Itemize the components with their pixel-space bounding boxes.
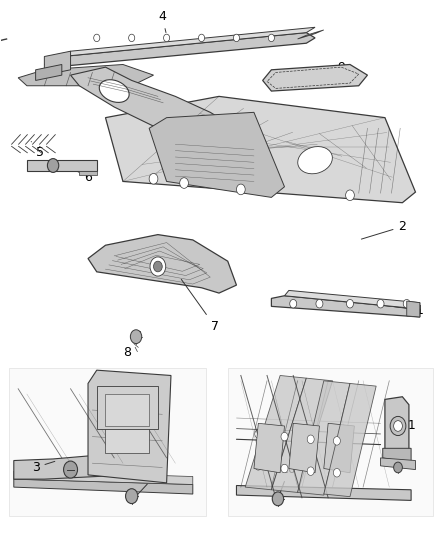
Text: 5: 5 [31, 142, 44, 159]
Ellipse shape [99, 80, 129, 102]
Bar [228, 368, 433, 516]
Text: 11: 11 [394, 418, 417, 432]
Polygon shape [381, 458, 416, 470]
Polygon shape [324, 383, 376, 497]
Polygon shape [285, 290, 420, 309]
Circle shape [153, 261, 162, 272]
Text: 4: 4 [158, 10, 166, 33]
Polygon shape [245, 375, 306, 490]
Polygon shape [27, 160, 97, 171]
Polygon shape [272, 378, 332, 492]
Circle shape [290, 300, 297, 308]
Circle shape [180, 177, 188, 188]
Polygon shape [88, 370, 171, 483]
Text: 10: 10 [279, 463, 297, 496]
Polygon shape [297, 30, 324, 39]
Text: 10: 10 [138, 466, 166, 494]
Circle shape [333, 437, 340, 445]
Bar [106, 394, 149, 426]
Polygon shape [79, 171, 97, 175]
Polygon shape [289, 423, 319, 473]
Circle shape [198, 34, 205, 42]
Polygon shape [254, 423, 285, 473]
Circle shape [255, 462, 262, 470]
Polygon shape [14, 471, 193, 484]
Circle shape [307, 435, 314, 443]
Circle shape [64, 461, 78, 478]
Bar [10, 368, 206, 516]
Polygon shape [44, 33, 315, 67]
Circle shape [149, 173, 158, 184]
Circle shape [346, 300, 353, 308]
Circle shape [94, 34, 100, 42]
Circle shape [131, 330, 142, 344]
Circle shape [237, 184, 245, 195]
Polygon shape [106, 96, 416, 203]
Polygon shape [324, 423, 354, 473]
Circle shape [268, 34, 275, 42]
Polygon shape [297, 381, 350, 495]
Polygon shape [14, 454, 158, 479]
Polygon shape [385, 397, 409, 455]
Circle shape [316, 300, 323, 308]
Text: 7: 7 [181, 279, 219, 333]
Bar [97, 386, 158, 429]
Polygon shape [383, 448, 411, 463]
Polygon shape [62, 27, 315, 56]
Circle shape [307, 467, 314, 475]
Circle shape [47, 159, 59, 172]
Text: 6: 6 [73, 169, 92, 184]
Polygon shape [88, 235, 237, 293]
Polygon shape [407, 301, 420, 317]
Text: 3: 3 [32, 461, 55, 474]
Circle shape [394, 421, 403, 431]
Polygon shape [272, 296, 420, 317]
Circle shape [233, 34, 240, 42]
Bar [106, 421, 149, 453]
Text: 1: 1 [383, 304, 424, 317]
Circle shape [377, 300, 384, 308]
Polygon shape [71, 67, 228, 139]
Polygon shape [149, 112, 285, 197]
Circle shape [150, 257, 166, 276]
Circle shape [394, 462, 403, 473]
Circle shape [281, 464, 288, 473]
Polygon shape [44, 51, 71, 75]
Circle shape [163, 34, 170, 42]
Circle shape [390, 416, 406, 435]
Circle shape [346, 190, 354, 200]
Circle shape [272, 492, 284, 506]
Circle shape [126, 489, 138, 504]
Text: 2: 2 [361, 220, 406, 239]
Polygon shape [263, 64, 367, 91]
Circle shape [403, 300, 410, 308]
Polygon shape [14, 479, 193, 494]
Circle shape [255, 430, 262, 438]
Polygon shape [237, 486, 411, 500]
Polygon shape [18, 64, 153, 86]
Text: 9: 9 [322, 61, 345, 75]
Circle shape [333, 469, 340, 477]
Circle shape [129, 34, 135, 42]
Circle shape [281, 432, 288, 441]
Ellipse shape [298, 147, 332, 174]
Text: 8: 8 [124, 344, 136, 359]
Polygon shape [35, 64, 62, 80]
